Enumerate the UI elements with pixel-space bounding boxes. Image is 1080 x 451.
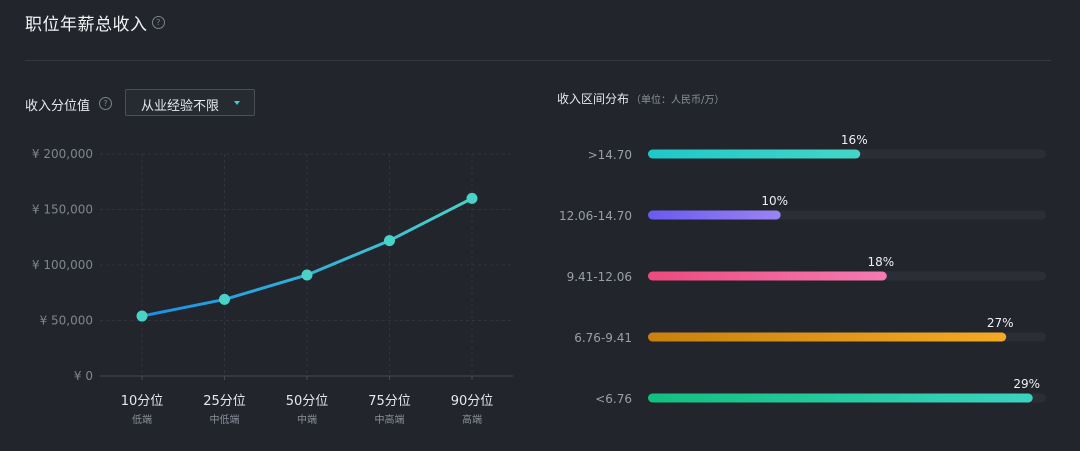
data-point[interactable] xyxy=(384,235,395,247)
experience-filter-value: 从业经验不限 xyxy=(141,99,220,114)
y-tick-label: ¥ 50,000 xyxy=(40,314,93,328)
x-tick-sublabel: 中高端 xyxy=(375,413,405,426)
x-tick-label: 10分位 xyxy=(121,394,164,409)
x-tick-label: 90分位 xyxy=(451,394,494,409)
experience-filter-dropdown[interactable]: 从业经验不限 xyxy=(125,89,255,116)
distribution-title-text: 收入区间分布 xyxy=(557,92,630,106)
data-point[interactable] xyxy=(219,293,230,305)
caret-down-icon xyxy=(234,101,240,105)
divider xyxy=(25,60,1051,61)
x-tick-sublabel: 中低端 xyxy=(210,413,240,426)
data-point[interactable] xyxy=(466,192,478,204)
y-tick-label: ¥ 100,000 xyxy=(32,258,93,272)
y-tick-label: ¥ 200,000 xyxy=(32,147,93,161)
percentile-help-icon[interactable]: ? xyxy=(99,97,112,110)
page-title-text: 职位年薪总收入 xyxy=(25,15,148,35)
percentile-label: 收入分位值 xyxy=(25,99,91,114)
x-tick-sublabel: 高端 xyxy=(462,413,482,426)
x-tick-label: 75分位 xyxy=(368,394,411,409)
data-point[interactable] xyxy=(301,269,313,281)
distribution-unit: （单位：人民币/万） xyxy=(631,95,725,106)
x-tick-label: 25分位 xyxy=(203,394,246,409)
page-title: 职位年薪总收入 ? xyxy=(25,10,165,35)
y-tick-label: ¥ 150,000 xyxy=(32,203,93,217)
y-tick-label: ¥ 0 xyxy=(74,369,93,383)
x-tick-sublabel: 低端 xyxy=(132,413,152,426)
data-point[interactable] xyxy=(136,310,148,322)
y-axis-ticks: ¥ 0 ¥ 50,000 ¥ 100,000 ¥ 150,000 ¥ 200,000 xyxy=(32,147,93,383)
chart-grid xyxy=(100,153,513,380)
series-points xyxy=(136,192,478,322)
x-tick-label: 50分位 xyxy=(286,394,329,409)
help-icon[interactable]: ? xyxy=(152,16,165,29)
distribution-title: 收入区间分布 （单位：人民币/万） xyxy=(557,90,724,107)
x-tick-sublabel: 中端 xyxy=(297,413,317,426)
